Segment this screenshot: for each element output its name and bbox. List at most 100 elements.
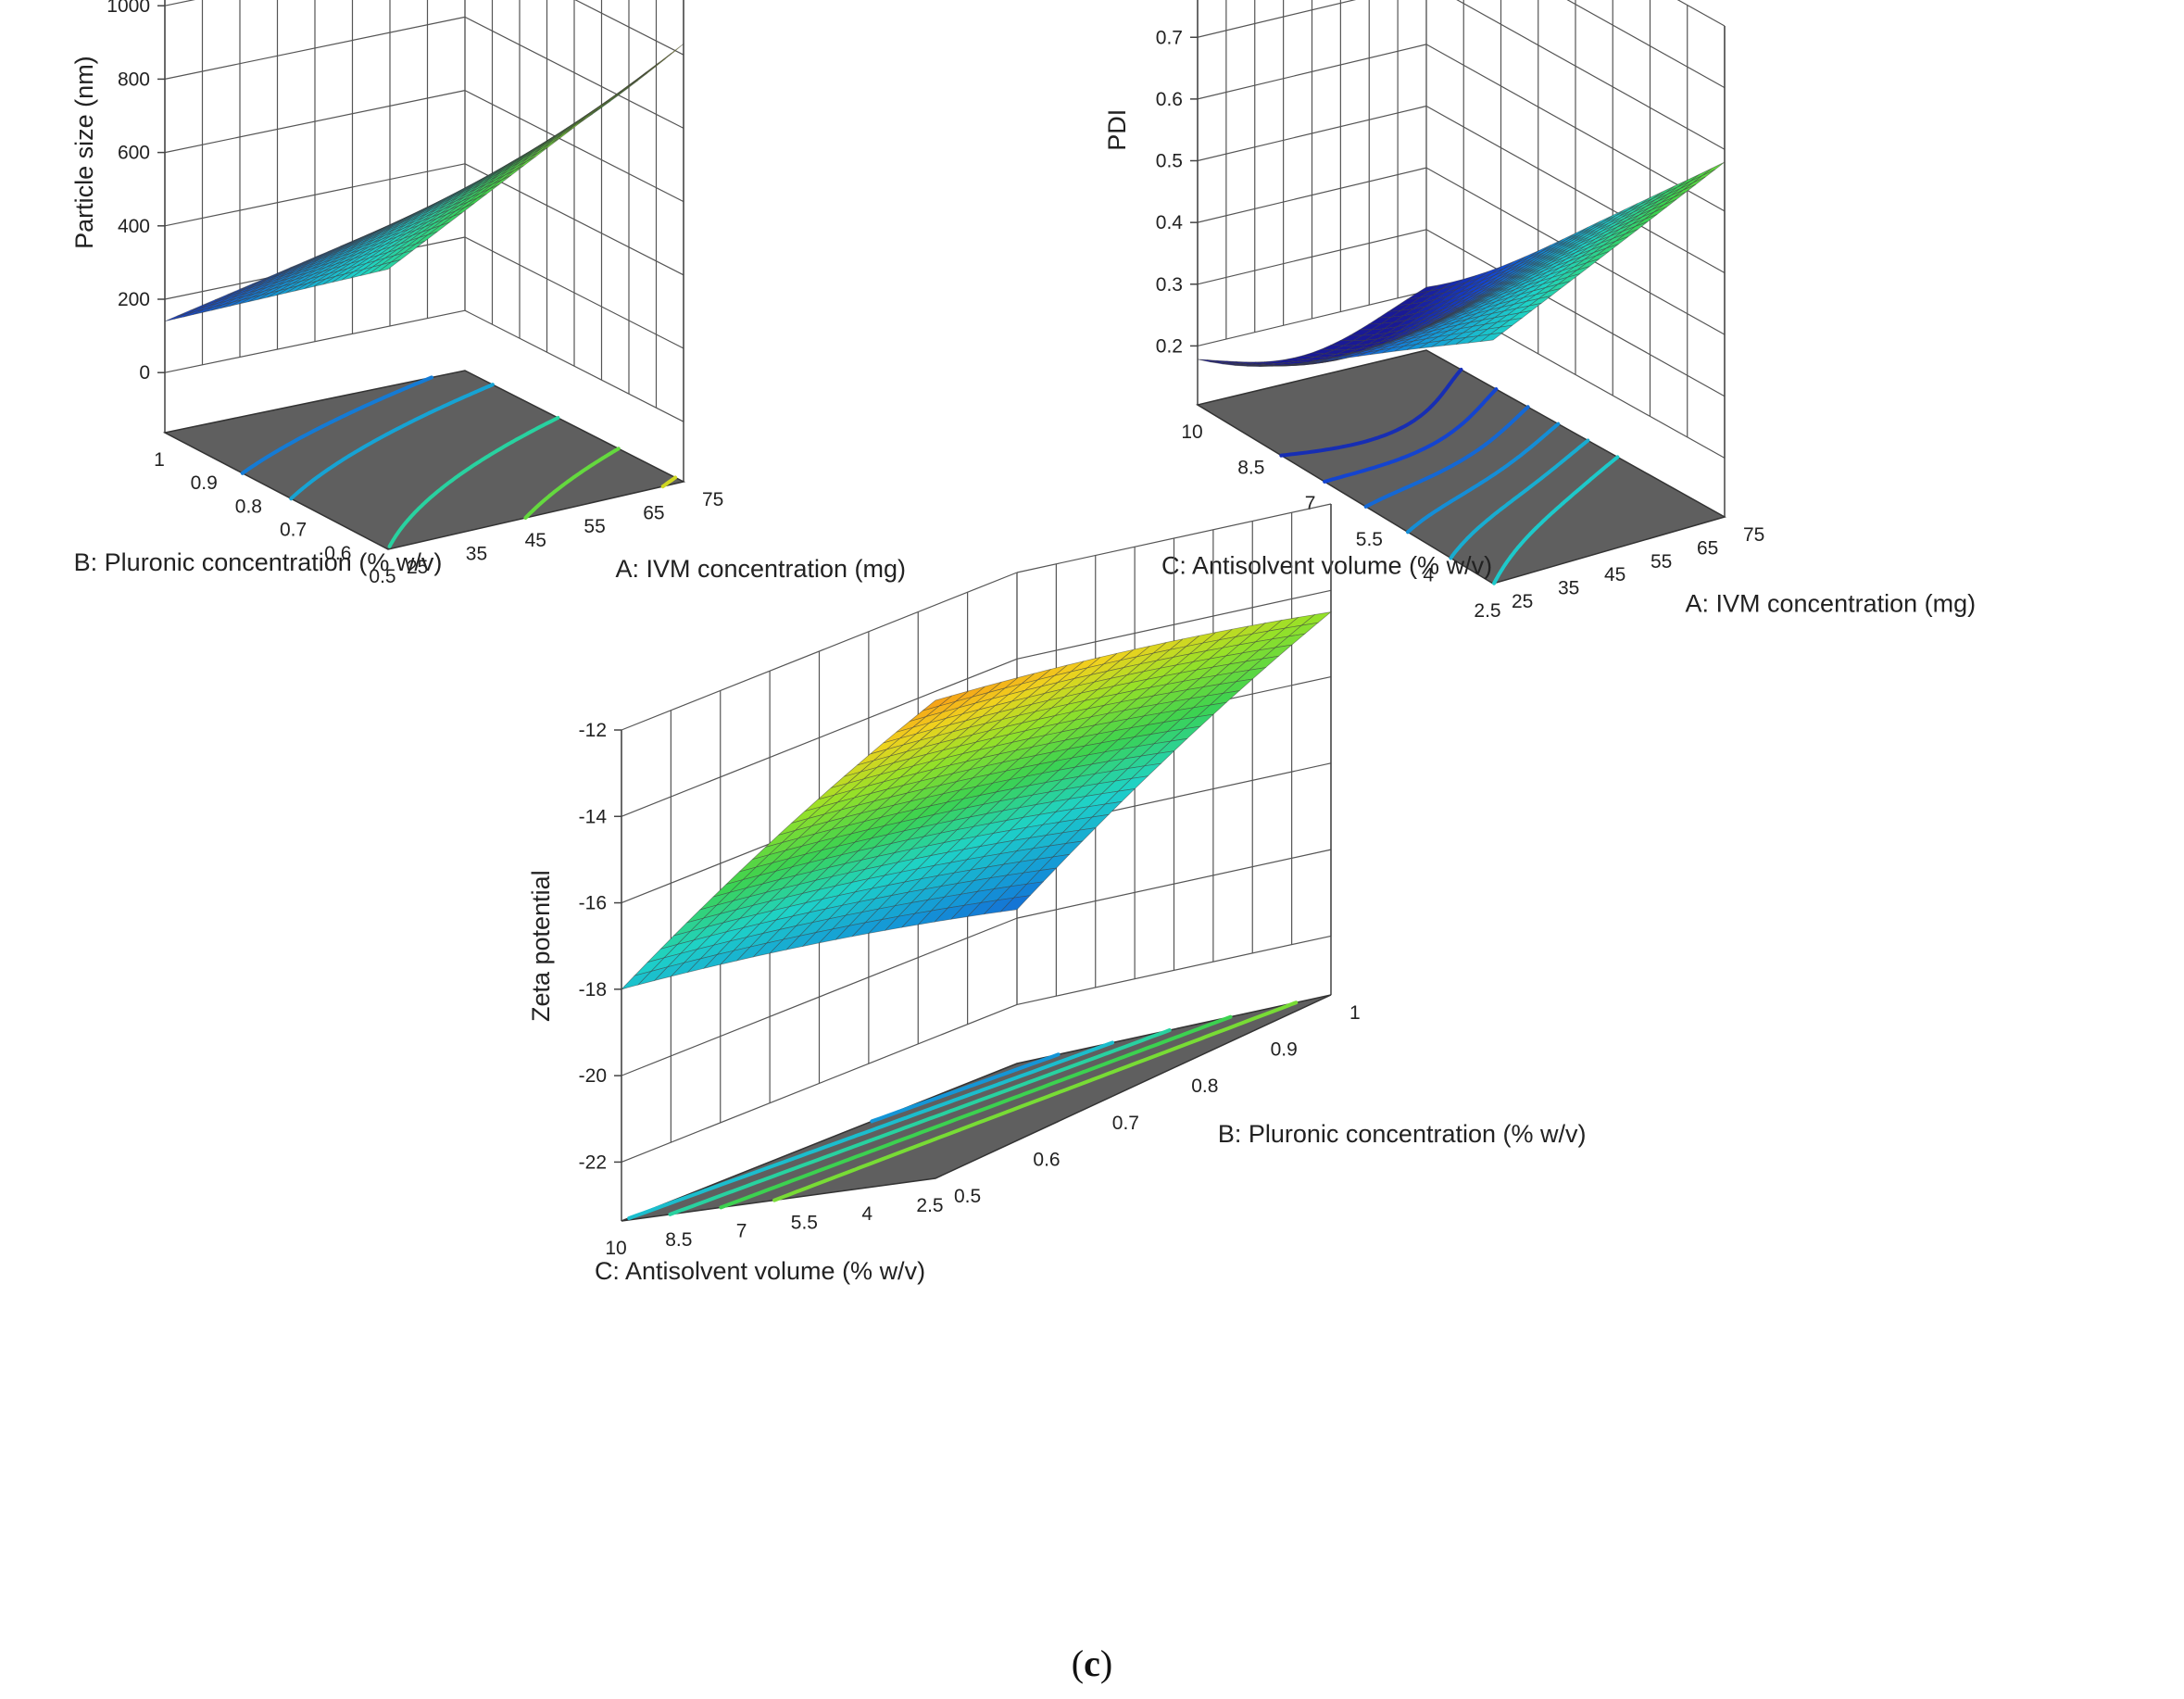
y-tick-label: 5.5 [1356,529,1383,550]
contour-line [1363,405,1530,509]
floor-contours [240,375,678,548]
gridline [1197,290,1427,346]
response-surface [620,611,1333,990]
y-axis-title: C: Antisolvent volume (% w/v) [595,1257,925,1285]
x-axis-title: B: Pluronic concentration (% w/v) [1218,1120,1587,1148]
contour-line [240,375,433,475]
y-tick-label: 2.5 [916,1195,943,1216]
z-tick-label: 0.2 [1156,335,1183,357]
y-tick-label: 2.5 [1474,600,1500,622]
y-tick-label: 10 [1181,422,1202,443]
gridline [164,309,466,373]
z-tick-label: -16 [579,893,607,914]
gridline [1197,44,1427,100]
surface-cell [1479,332,1504,343]
contour-line [289,383,495,501]
x-tick-label: 45 [525,530,546,551]
x-tick-label: 0.9 [1271,1039,1298,1061]
x-tick-label: 55 [1651,551,1672,573]
surface-cell [620,970,653,990]
x-tick-label: 25 [1512,591,1533,612]
z-axis-title: PDI [1103,109,1131,151]
gridline [621,1003,1018,1163]
z-tick-label: 1000 [107,0,150,17]
z-tick-label: 0.3 [1156,274,1183,296]
contour-line [1323,387,1499,484]
back-walls [621,503,1332,1221]
z-tick-label: 800 [118,69,150,90]
axis-titles: Zeta potential B: Pluronic concentration … [527,870,1587,1285]
axis-titles: Particle size (nm) A: IVM concentration (… [70,56,906,583]
x-tick-label: 25 [407,557,428,578]
y-tick-label: 5.5 [791,1212,818,1233]
z-tick-label: 0.6 [1156,89,1183,110]
floor-contours [1279,368,1620,585]
gridline [164,16,466,80]
gridline [1016,849,1332,919]
z-tick-label: 0.4 [1156,212,1184,233]
contour-floor [162,370,686,550]
pdi-surface-plot: 0.20.30.40.50.60.70.80.9253545556575108.… [1103,0,1976,622]
y-tick-label: 7 [736,1221,747,1242]
z-tick-label: -20 [579,1065,607,1087]
x-tick-label: 55 [584,516,605,537]
contour-line [523,447,621,520]
gridline [1016,503,1332,573]
gridline [1197,0,1357,38]
x-tick-label: 75 [702,489,723,510]
y-tick-label: 4 [861,1203,872,1225]
contour-line [627,1040,1114,1220]
contour-line [719,1014,1233,1210]
gridline [464,309,684,422]
x-tick-label: 0.7 [1112,1113,1139,1134]
axis-titles: PDI A: IVM concentration (mg) C: Antisolve… [1103,109,1976,618]
y-tick-label: 0.8 [235,496,262,517]
gridline [574,0,684,56]
caption-letter: c [1084,1642,1100,1684]
x-tick-label: 65 [1697,537,1718,559]
particle-size-surface-plot: 02004006008001000120025354555657510.90.8… [70,0,906,587]
contour-line [1449,438,1590,560]
contour-line [870,1052,1061,1124]
z-tick-label: -12 [579,720,607,741]
z-tick-label: 200 [118,289,150,310]
z-axis-title: Particle size (nm) [70,56,98,249]
gridline [1197,167,1427,223]
contour-floor [1196,349,1726,585]
x-axis-title: A: IVM concentration (mg) [615,555,906,583]
surface-cell [1701,161,1726,176]
z-tick-label: 0.7 [1156,27,1183,48]
contour-line [1279,368,1463,458]
x-tick-label: 1 [1349,1002,1361,1024]
gridline [464,90,684,203]
x-tick-label: 75 [1743,524,1764,546]
gridline [1016,935,1332,1005]
figure-caption: (c) [1071,1642,1113,1684]
gridline [464,16,684,129]
x-tick-label: 0.8 [1191,1076,1218,1097]
gridline [1566,0,1726,89]
z-tick-label: 0 [139,362,150,384]
z-tick-label: 400 [118,216,150,237]
response-surface [1197,161,1726,367]
axis-ticks: -22 -20 -18 -16 -14 -12 0.5 0.6 0.7 0.8 0.9 1 10 8.5 7… [579,720,1361,1259]
contour-line [1492,455,1620,585]
y-axis-title: C: Antisolvent volume (% w/v) [1161,552,1492,580]
x-tick-label: 35 [466,543,487,564]
contour-line [660,475,678,489]
y-tick-label: 0.5 [369,566,395,587]
z-tick-label: 600 [118,143,150,164]
z-tick-label: -14 [579,806,608,827]
z-tick-label: -22 [579,1152,607,1173]
y-tick-label: 8.5 [1237,458,1264,479]
gridline [1197,229,1427,285]
gridline [621,917,1018,1076]
y-tick-label: 0.6 [324,543,351,564]
zeta-potential-surface-plot: -22 -20 -18 -16 -14 -12 0.5 0.6 0.7 0.8 0.9 1 10 8.5 7… [527,503,1587,1285]
z-axis-title: Zeta potential [527,870,555,1022]
contour-line [772,1001,1299,1202]
response-surface [164,44,684,322]
contour-line [387,416,560,548]
y-tick-label: 8.5 [665,1229,692,1251]
